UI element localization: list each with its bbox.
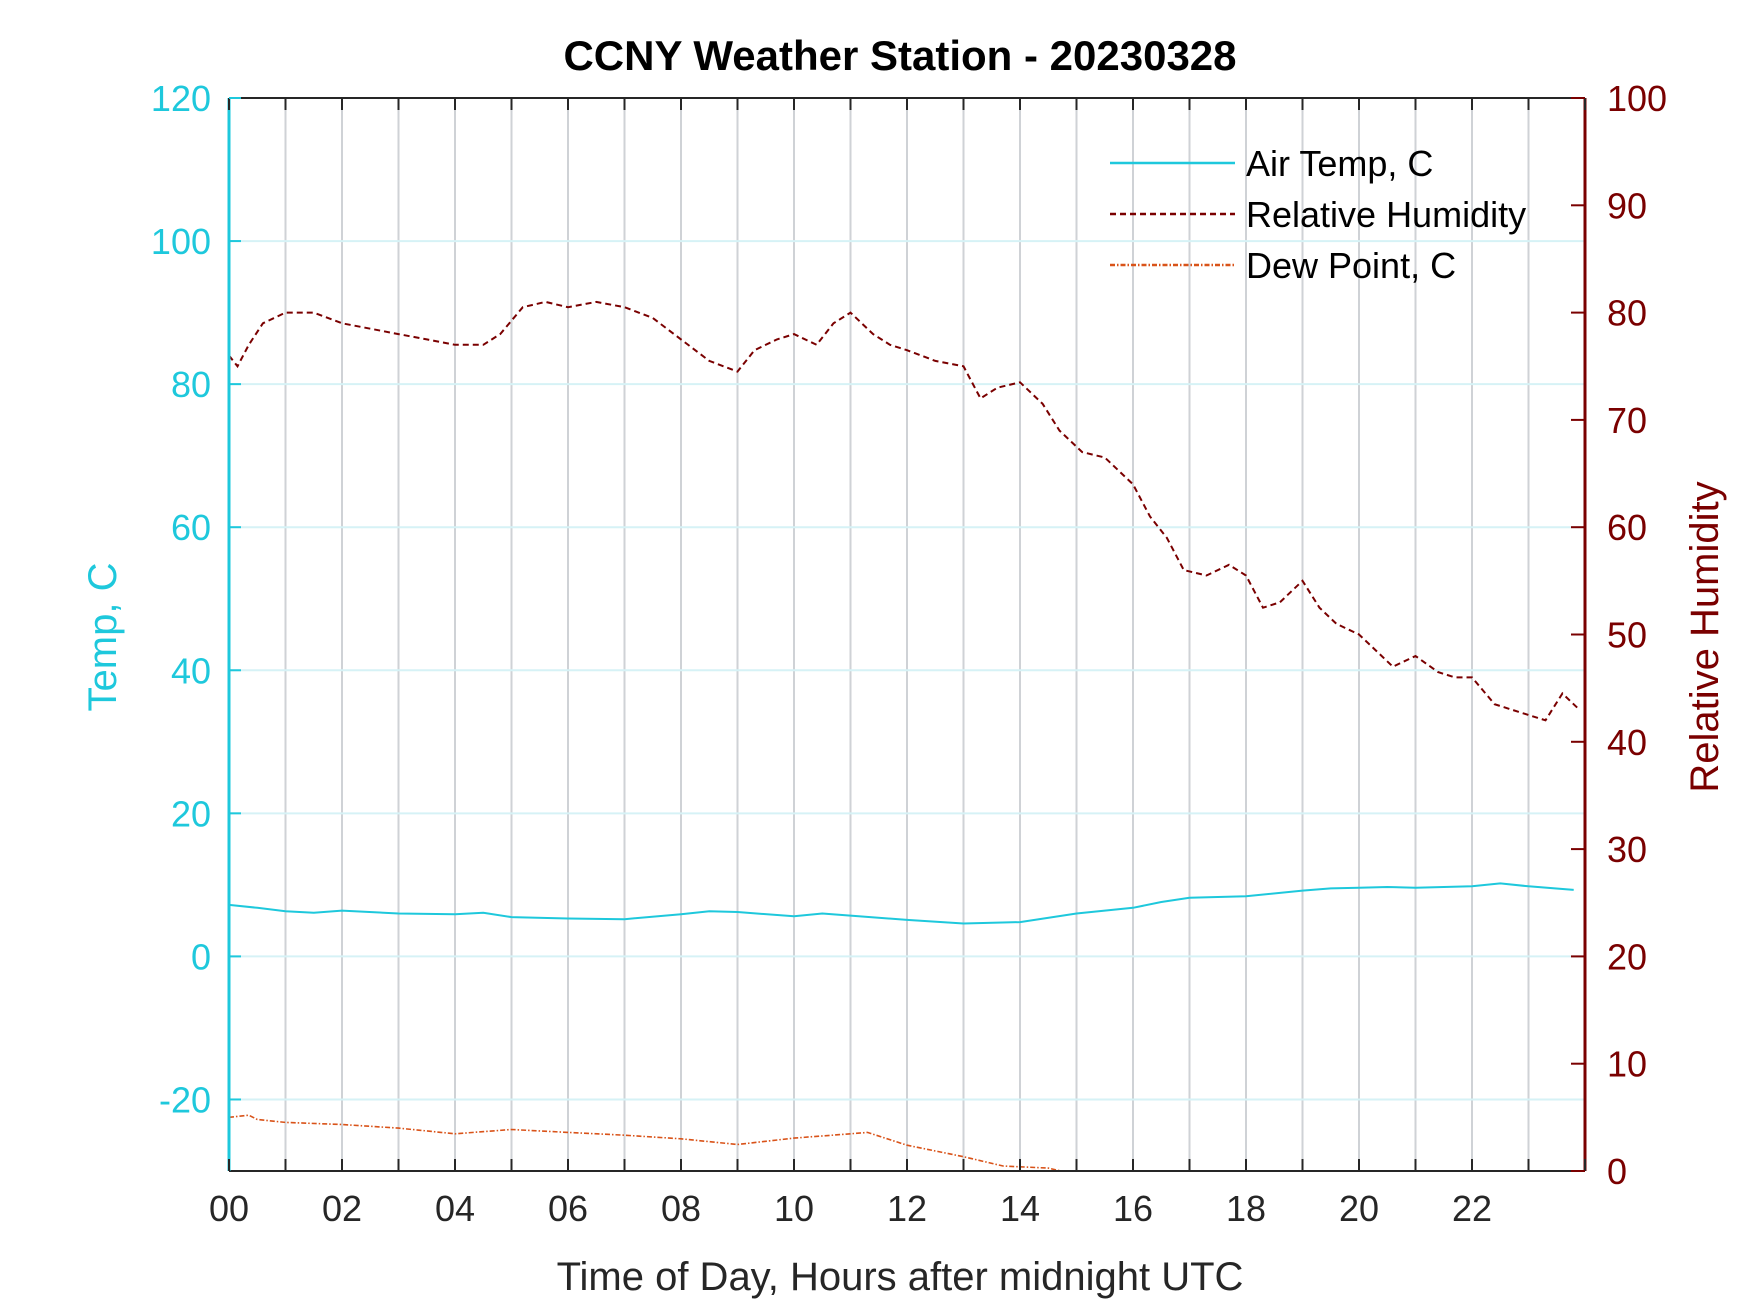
x-tick-label: 18 bbox=[1226, 1188, 1266, 1229]
y-right-tick-label: 10 bbox=[1607, 1044, 1647, 1085]
x-tick-label: 08 bbox=[661, 1188, 701, 1229]
x-tick-label: 04 bbox=[435, 1188, 475, 1229]
y-left-tick-label: 80 bbox=[171, 364, 211, 405]
y-left-tick-label: 20 bbox=[171, 793, 211, 834]
y-right-tick-label: 20 bbox=[1607, 936, 1647, 977]
x-tick-label: 20 bbox=[1339, 1188, 1379, 1229]
y-axis-left-label: Temp, C bbox=[81, 563, 125, 712]
y-right-tick-label: 40 bbox=[1607, 722, 1647, 763]
y-right-tick-label: 90 bbox=[1607, 185, 1647, 226]
horizontal-grid-lines bbox=[229, 240, 1585, 1101]
x-tick-label: 22 bbox=[1452, 1188, 1492, 1229]
y-right-tick-label: 0 bbox=[1607, 1151, 1627, 1192]
x-tick-label: 14 bbox=[1000, 1188, 1040, 1229]
series-line-relative-humidity bbox=[229, 300, 1580, 722]
tick-labels: 00 02 04 06 08 10 12 14 16 18 20 22-200204060801001… bbox=[151, 78, 1667, 1229]
x-tick-label: 06 bbox=[548, 1188, 588, 1229]
y-axis-right-label: Relative Humidity bbox=[1683, 481, 1727, 792]
y-right-tick-label: 60 bbox=[1607, 507, 1647, 548]
x-tick-label: 00 bbox=[209, 1188, 249, 1229]
y-right-tick-label: 70 bbox=[1607, 400, 1647, 441]
y-left-tick-label: 40 bbox=[171, 650, 211, 691]
y-right-tick-label: 30 bbox=[1607, 829, 1647, 870]
x-tick-label: 10 bbox=[774, 1188, 814, 1229]
y-right-tick-label: 80 bbox=[1607, 293, 1647, 334]
series-line-dew-point-c bbox=[229, 1114, 1065, 1171]
y-left-tick-label: 120 bbox=[151, 78, 211, 119]
x-axis-label: Time of Day, Hours after midnight UTC bbox=[557, 1255, 1244, 1299]
x-tick-label: 12 bbox=[887, 1188, 927, 1229]
y-left-tick-label: 0 bbox=[191, 936, 211, 977]
legend-label-dew-point: Dew Point, C bbox=[1246, 245, 1456, 286]
y-right-tick-label: 50 bbox=[1607, 615, 1647, 656]
series-layer bbox=[229, 300, 1580, 1171]
y-right-tick-label: 100 bbox=[1607, 78, 1667, 119]
legend-label-air-temp: Air Temp, C bbox=[1246, 143, 1433, 184]
series-line-air-temp-c bbox=[229, 882, 1574, 925]
chart-title: CCNY Weather Station - 20230328 bbox=[563, 32, 1236, 79]
legend-label-relative-humidity: Relative Humidity bbox=[1246, 194, 1526, 235]
y-left-tick-label: -20 bbox=[159, 1079, 211, 1120]
x-tick-label: 02 bbox=[322, 1188, 362, 1229]
y-left-tick-label: 60 bbox=[171, 507, 211, 548]
axes bbox=[227, 97, 1587, 1172]
vertical-grid-lines bbox=[284, 98, 1530, 1171]
y-left-tick-label: 100 bbox=[151, 221, 211, 262]
x-tick-label: 16 bbox=[1113, 1188, 1153, 1229]
legend: Air Temp, C Relative Humidity Dew Point,… bbox=[1110, 143, 1526, 286]
